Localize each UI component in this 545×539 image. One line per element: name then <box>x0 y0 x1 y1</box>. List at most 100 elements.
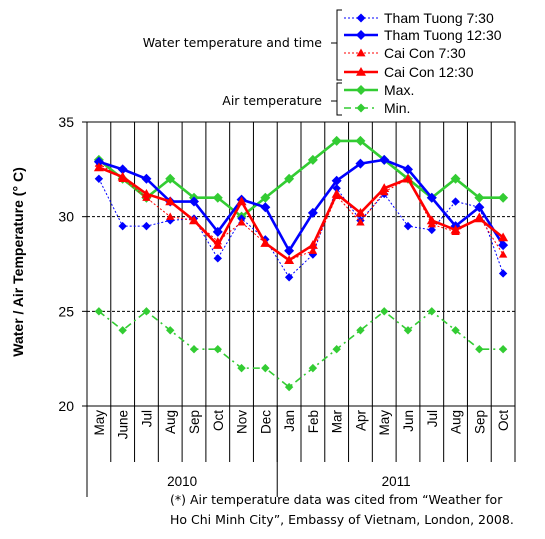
y-axis-label: Water / Air Temperature (° C) <box>10 167 26 356</box>
legend-marker <box>356 67 366 76</box>
data-point <box>212 192 223 203</box>
data-point <box>284 173 295 184</box>
series-line <box>98 178 504 278</box>
data-point <box>450 173 461 184</box>
legend-label: Tham Tuong 7:30 <box>384 10 494 26</box>
data-point <box>166 212 175 220</box>
data-point <box>189 215 199 225</box>
data-point <box>212 226 223 237</box>
x-tick-label: Mar <box>330 409 345 433</box>
data-point <box>355 135 366 146</box>
data-point <box>332 345 341 354</box>
data-point <box>498 345 508 354</box>
data-point <box>498 269 508 278</box>
legend-marker <box>356 48 366 57</box>
data-point <box>498 232 509 242</box>
data-point <box>284 245 295 256</box>
legend-marker <box>356 85 366 95</box>
y-tick-label: 35 <box>58 114 74 130</box>
data-point <box>94 174 104 183</box>
data-point <box>236 196 247 206</box>
data-point <box>498 240 509 251</box>
series-layer <box>93 135 509 392</box>
legend-bracket-water <box>331 9 342 81</box>
data-point <box>427 225 436 235</box>
data-point <box>165 196 176 206</box>
data-point <box>427 307 436 316</box>
data-point <box>426 215 437 225</box>
y-tick-label: 30 <box>58 209 74 225</box>
data-point <box>118 326 127 335</box>
data-point <box>118 221 127 231</box>
data-point <box>260 192 271 203</box>
legend-bracket-air <box>331 82 342 116</box>
y-tick-label: 25 <box>58 303 74 319</box>
legend-label: Max. <box>384 82 414 98</box>
data-point <box>498 192 509 203</box>
legend-label: Tham Tuong 12:30 <box>384 27 502 43</box>
data-point <box>356 218 365 226</box>
legend-label: Min. <box>384 100 410 116</box>
data-point <box>284 382 294 392</box>
data-point <box>403 164 413 175</box>
data-point <box>213 254 222 263</box>
data-point <box>93 156 104 167</box>
data-point <box>380 307 389 316</box>
data-point <box>142 221 151 231</box>
legend-marker <box>356 13 366 23</box>
grid-layer <box>86 121 516 497</box>
x-tick-label: Aug <box>449 410 464 434</box>
data-point <box>237 363 246 373</box>
data-point <box>307 240 318 249</box>
x-tick-label: May <box>377 410 392 436</box>
data-point <box>426 192 437 203</box>
data-point <box>213 345 222 354</box>
data-point <box>260 238 271 247</box>
x-tick-label: Oct <box>211 410 226 431</box>
year-label: 2010 <box>167 474 197 489</box>
data-point <box>474 202 485 213</box>
x-tick-label: Sep <box>472 410 487 434</box>
data-point <box>93 162 104 172</box>
x-tick-label: Sep <box>187 410 202 434</box>
data-point <box>451 326 460 335</box>
data-point <box>356 326 365 335</box>
x-tick-label: Apr <box>353 410 368 432</box>
x-tick-label: Jul <box>139 410 154 427</box>
data-point <box>332 184 341 193</box>
data-point <box>474 213 485 223</box>
data-point <box>498 250 508 258</box>
year-label: 2011 <box>382 474 411 489</box>
series-3 <box>93 162 509 264</box>
data-point <box>331 188 342 198</box>
x-tick-label: Feb <box>306 410 321 433</box>
x-tick-label: Nov <box>235 410 250 434</box>
x-tick-label: Jan <box>282 410 297 432</box>
x-tick-label: Oct <box>496 410 511 431</box>
legend-marker <box>356 103 366 113</box>
series-line <box>98 158 505 253</box>
legend-label: Cai Con 12:30 <box>384 64 474 80</box>
series-line <box>98 163 504 261</box>
data-point <box>141 173 152 184</box>
data-point <box>284 255 295 264</box>
data-point <box>117 164 128 175</box>
legend-label: Cai Con 7:30 <box>384 45 466 61</box>
x-tick-label: May <box>92 410 107 436</box>
data-point <box>403 326 413 335</box>
legend-marker <box>356 30 366 40</box>
data-point <box>475 345 484 354</box>
footnote-line-1: (*) Air temperature data was cited from … <box>170 492 503 507</box>
series-line <box>98 310 504 388</box>
legend-group-water: Water temperature and time <box>143 35 323 50</box>
data-point <box>379 154 390 165</box>
data-point <box>307 154 318 165</box>
data-point <box>403 221 413 231</box>
footnote-line-2: Ho Chi Minh City”, Embassy of Vietnam, L… <box>170 512 514 527</box>
x-tick-label: Dec <box>258 410 273 434</box>
data-point <box>212 240 223 249</box>
data-point <box>261 363 270 373</box>
x-tick-label: June <box>116 410 131 439</box>
